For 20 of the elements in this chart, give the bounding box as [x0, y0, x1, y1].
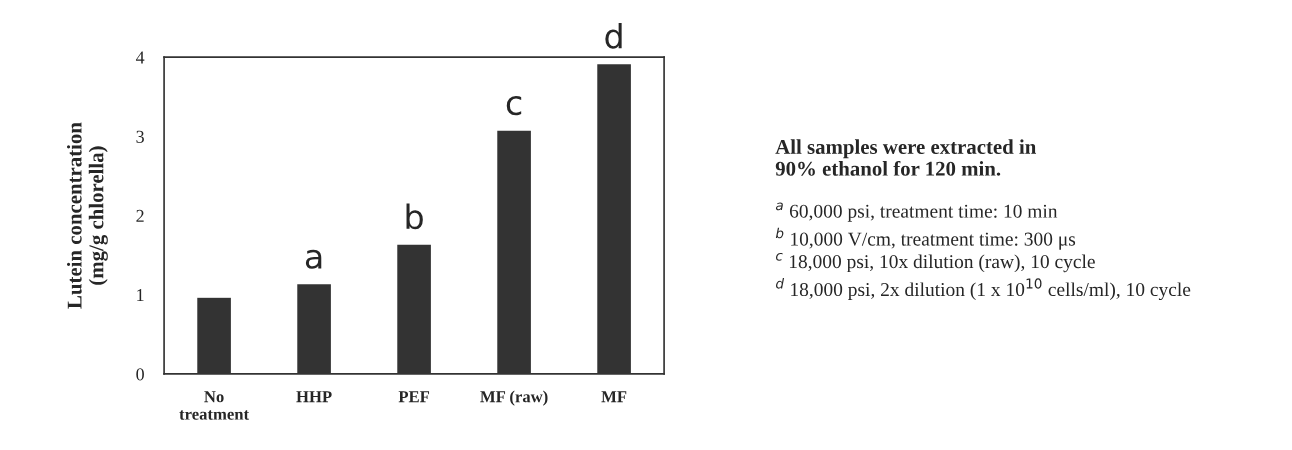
text: $^{d}$ 18,000 psi, 2x dilution (1 x 10$^{10}$ cells/ml), 10 cycle — [776, 278, 1191, 301]
text: $^{b}$ 10,000 V/cm, treatment time: 300 μs — [775, 227, 1076, 250]
text: $^{c}$ 18,000 psi, 10x dilution (raw), 10 cycle — [776, 252, 1095, 273]
x-tick-label: MF (raw) — [480, 390, 548, 406]
text: All samples were extracted in 90% ethanol for 120 min. — [775, 139, 1037, 176]
y-tick-label: 3 — [136, 130, 144, 143]
annotation: d — [605, 22, 622, 49]
x-tick-label: No treatment — [179, 391, 250, 420]
annotation: a — [305, 249, 322, 269]
x-tick-label: MF — [601, 391, 627, 403]
annotation: c — [506, 96, 522, 116]
annotation: b — [406, 203, 423, 230]
y-tick-label: 0 — [136, 368, 144, 381]
y-tick-label: 4 — [135, 51, 145, 64]
x-tick-label: PEF — [398, 391, 430, 403]
text: $^{a}$ 60,000 psi, treatment time: 10 min — [775, 202, 1058, 222]
y-tick-label: 1 — [137, 289, 144, 302]
x-tick-label: HHP — [296, 391, 332, 403]
y-axis-title: Lutein concentration (mg/g chlorella) — [66, 122, 108, 309]
y-tick-label: 2 — [136, 209, 144, 222]
